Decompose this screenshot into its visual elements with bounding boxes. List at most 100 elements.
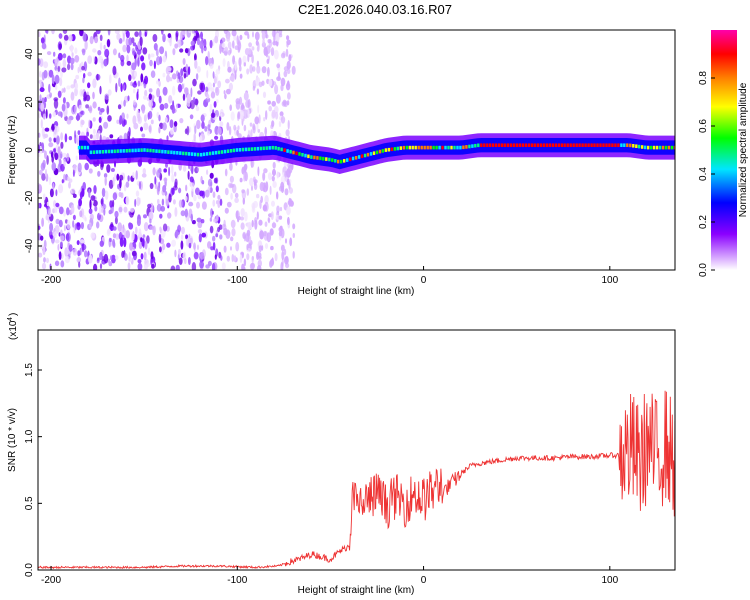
noise-blob	[123, 84, 126, 90]
noise-blob	[135, 190, 140, 197]
noise-blob	[54, 58, 58, 64]
top-x-tick-label: -100	[227, 275, 247, 286]
noise-blob	[232, 55, 236, 65]
noise-blob	[127, 262, 131, 270]
noise-blob	[152, 167, 156, 176]
noise-blob	[283, 248, 287, 256]
noise-blob	[97, 257, 100, 262]
noise-blob	[249, 64, 253, 74]
noise-blob	[168, 193, 172, 203]
noise-blob	[78, 261, 81, 268]
noise-blob	[193, 251, 199, 260]
noise-blob	[103, 58, 108, 67]
noise-blob	[63, 209, 66, 217]
noise-blob	[224, 93, 227, 100]
ridge-cell	[384, 148, 388, 152]
noise-blob	[177, 225, 182, 233]
noise-blob	[186, 93, 192, 104]
noise-blob	[82, 32, 87, 42]
ridge-cell	[498, 143, 501, 147]
noise-blob	[64, 133, 68, 143]
noise-blob	[196, 66, 201, 73]
noise-blob	[66, 207, 70, 216]
noise-blob	[106, 39, 111, 48]
noise-blob	[143, 114, 147, 122]
noise-blob	[245, 232, 250, 243]
noise-blob	[244, 211, 248, 222]
noise-blob	[58, 219, 63, 228]
noise-blob	[156, 169, 161, 178]
noise-blob	[266, 232, 272, 243]
noise-blob	[215, 214, 219, 222]
noise-blob	[265, 110, 268, 120]
noise-blob	[204, 125, 208, 132]
noise-blob	[279, 206, 283, 212]
noise-blob	[53, 98, 59, 109]
noise-blob	[229, 175, 234, 183]
ridge-cell	[351, 156, 355, 161]
noise-blob	[142, 47, 148, 55]
noise-blob	[156, 80, 160, 85]
noise-blob	[69, 57, 75, 65]
noise-blob	[209, 172, 214, 179]
noise-blob	[271, 100, 277, 107]
noise-blob	[178, 75, 184, 84]
ridge-cell	[414, 145, 417, 150]
ridge-cell	[650, 145, 653, 150]
ridge-cell	[503, 143, 507, 147]
noise-blob	[149, 182, 154, 190]
ridge-cell	[253, 147, 256, 151]
noise-blob	[171, 165, 174, 175]
noise-blob	[44, 127, 50, 132]
noise-blob	[120, 59, 125, 67]
noise-blob	[162, 243, 166, 251]
noise-blob	[239, 73, 243, 79]
noise-blob	[99, 251, 103, 261]
noise-blob	[156, 203, 162, 212]
noise-blob	[205, 264, 210, 269]
noise-blob	[92, 128, 96, 135]
ridge-cell	[450, 145, 453, 150]
noise-blob	[150, 119, 154, 125]
noise-blob	[79, 210, 83, 218]
noise-blob	[159, 103, 165, 111]
noise-blob	[137, 80, 141, 87]
top-y-tick-label: 20	[24, 96, 35, 108]
noise-blob	[38, 252, 43, 258]
noise-blob	[196, 167, 199, 172]
noise-blob	[275, 32, 280, 42]
noise-blob	[221, 223, 227, 231]
noise-blob	[225, 229, 231, 239]
noise-blob	[190, 182, 195, 192]
noise-blob	[59, 241, 64, 248]
noise-blob	[55, 84, 58, 91]
ridge-cell	[229, 149, 233, 153]
noise-blob	[143, 95, 147, 100]
noise-blob	[63, 87, 66, 93]
noise-blob	[207, 178, 213, 187]
noise-blob	[286, 206, 291, 216]
ridge-cell	[447, 145, 450, 150]
noise-blob	[50, 151, 54, 159]
noise-blob	[217, 199, 221, 209]
ridge-cell	[417, 145, 420, 150]
ridge-cell	[548, 143, 551, 147]
noise-blob	[233, 124, 237, 131]
noise-blob	[278, 226, 283, 233]
noise-blob	[267, 100, 271, 105]
ridge-cell	[283, 148, 286, 152]
noise-blob	[118, 77, 121, 87]
noise-blob	[38, 112, 41, 119]
noise-blob	[257, 166, 260, 177]
noise-blob	[103, 121, 109, 129]
noise-blob	[280, 116, 286, 124]
ridge-cell	[95, 150, 99, 154]
ridge-cell	[298, 152, 301, 156]
ridge-cell	[152, 149, 155, 153]
noise-blob	[103, 173, 108, 178]
noise-blob	[251, 54, 254, 64]
noise-blob	[187, 66, 191, 76]
noise-blob	[210, 112, 216, 118]
noise-blob	[95, 30, 101, 35]
